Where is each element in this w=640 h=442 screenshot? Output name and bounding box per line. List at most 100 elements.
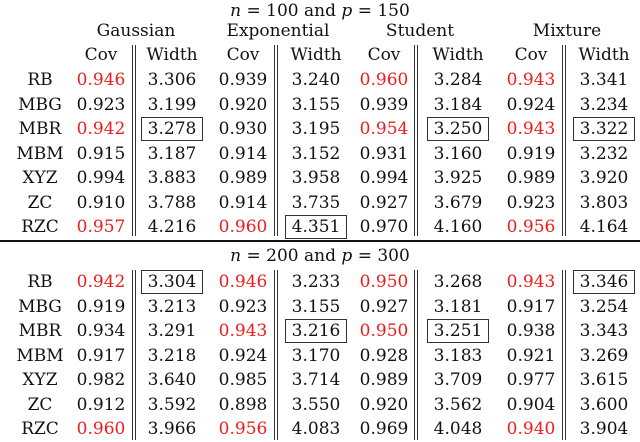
cov-cell: 0.989 xyxy=(210,166,276,191)
width-cell: 3.184 xyxy=(425,93,491,118)
cov-cell: 0.910 xyxy=(68,191,134,216)
n-value: = 200 xyxy=(246,246,299,266)
p-symbol: p xyxy=(341,1,353,21)
width-header: Width xyxy=(578,45,630,65)
width-cell: 3.346 xyxy=(571,270,637,295)
cov-cell: 0.985 xyxy=(210,368,276,393)
n-value: = 100 xyxy=(246,1,299,21)
method-label: ZC xyxy=(27,192,53,213)
value: 3.240 xyxy=(291,70,341,90)
value: 0.942 xyxy=(76,272,126,292)
width-cell: 3.904 xyxy=(571,417,637,442)
table-row: RB 0.946 3.306 0.939 3.240 0.960 3.284 0.943 3.3… xyxy=(0,68,640,93)
value: 3.920 xyxy=(579,168,629,188)
width-cell: 3.251 xyxy=(425,319,491,344)
width-cell: 3.788 xyxy=(139,191,205,216)
cov-cell: 0.914 xyxy=(210,142,276,167)
cov-cell: 0.946 xyxy=(68,68,134,93)
value: 4.164 xyxy=(579,217,629,237)
value: 0.994 xyxy=(76,168,126,188)
cov-cell: 0.943 xyxy=(498,270,564,295)
value: 0.920 xyxy=(359,394,409,415)
boxed-value: 3.216 xyxy=(284,319,348,343)
cov-cell: 0.928 xyxy=(351,344,417,369)
value: 0.939 xyxy=(218,70,268,90)
value: 0.914 xyxy=(218,143,268,164)
cov-cell: 0.923 xyxy=(210,295,276,320)
value: 0.927 xyxy=(359,296,409,317)
width-cell: 3.234 xyxy=(571,93,637,118)
p-value: = 150 xyxy=(357,1,410,21)
value: 3.187 xyxy=(147,143,197,164)
table-row: ZC 0.912 3.592 0.898 3.550 0.920 3.562 0.904 3.6… xyxy=(0,393,640,418)
boxed-value: 3.346 xyxy=(572,270,636,294)
cov-cell: 0.938 xyxy=(498,319,564,344)
cov-cell: 0.917 xyxy=(498,295,564,320)
table-row: XYZ 0.994 3.883 0.989 3.958 0.994 3.925 0.989 3.… xyxy=(0,166,640,191)
value: 0.989 xyxy=(359,370,409,390)
value: 3.714 xyxy=(291,370,341,390)
value: 0.917 xyxy=(76,345,126,366)
cov-cell: 0.989 xyxy=(351,368,417,393)
cov-header: Cov xyxy=(514,45,548,65)
value: 3.181 xyxy=(433,296,483,317)
value: 0.923 xyxy=(218,296,268,317)
value: 0.924 xyxy=(506,94,556,115)
cov-cell: 0.924 xyxy=(210,344,276,369)
cov-cell: 0.957 xyxy=(68,215,134,240)
width-cell: 3.592 xyxy=(139,393,205,418)
table-row: XYZ 0.982 3.640 0.985 3.714 0.989 3.709 0.977 3.… xyxy=(0,368,640,393)
width-cell: 3.232 xyxy=(571,142,637,167)
value: 3.234 xyxy=(579,94,629,115)
width-cell: 3.615 xyxy=(571,368,637,393)
width-cell: 3.920 xyxy=(571,166,637,191)
width-cell: 3.160 xyxy=(425,142,491,167)
cov-header: Cov xyxy=(226,45,260,65)
cov-cell: 0.940 xyxy=(498,417,564,442)
value: 3.306 xyxy=(147,70,197,90)
cov-cell: 0.970 xyxy=(351,215,417,240)
width-cell: 3.278 xyxy=(139,117,205,142)
width-cell: 3.187 xyxy=(139,142,205,167)
width-cell: 3.562 xyxy=(425,393,491,418)
cov-cell: 0.934 xyxy=(68,319,134,344)
value: 3.268 xyxy=(433,272,483,292)
n-symbol: n xyxy=(230,246,242,266)
cov-cell: 0.943 xyxy=(498,117,564,142)
value: 0.930 xyxy=(218,119,268,139)
value: 3.155 xyxy=(291,94,341,115)
width-cell: 4.164 xyxy=(571,215,637,240)
value: 0.946 xyxy=(76,70,126,90)
column-divider xyxy=(562,45,566,236)
value: 4.216 xyxy=(147,217,197,237)
column-divider xyxy=(132,45,136,236)
value: 3.640 xyxy=(147,370,197,390)
cov-cell: 0.930 xyxy=(210,117,276,142)
value: 3.155 xyxy=(291,296,341,317)
value: 0.954 xyxy=(359,119,409,139)
width-cell: 3.958 xyxy=(283,166,349,191)
width-cell: 3.304 xyxy=(139,270,205,295)
value: 3.184 xyxy=(433,94,483,115)
value: 0.923 xyxy=(76,94,126,115)
value: 3.218 xyxy=(147,345,197,366)
value: 0.994 xyxy=(359,168,409,188)
cov-cell: 0.898 xyxy=(210,393,276,418)
method-label: MBG xyxy=(18,296,62,317)
cov-cell: 0.954 xyxy=(351,117,417,142)
value: 0.920 xyxy=(218,94,268,115)
width-header: Width xyxy=(432,45,484,65)
cov-cell: 0.904 xyxy=(498,393,564,418)
value: 0.927 xyxy=(359,192,409,213)
cov-cell: 0.921 xyxy=(498,344,564,369)
width-cell: 3.803 xyxy=(571,191,637,216)
width-cell: 3.883 xyxy=(139,166,205,191)
value: 3.195 xyxy=(291,119,341,139)
method-label: MBG xyxy=(18,94,62,115)
value: 3.213 xyxy=(147,296,197,317)
and-text: and xyxy=(304,246,337,266)
width-cell: 3.343 xyxy=(571,319,637,344)
cov-cell: 0.950 xyxy=(351,270,417,295)
value: 3.904 xyxy=(579,419,629,439)
cov-header: Cov xyxy=(84,45,118,65)
